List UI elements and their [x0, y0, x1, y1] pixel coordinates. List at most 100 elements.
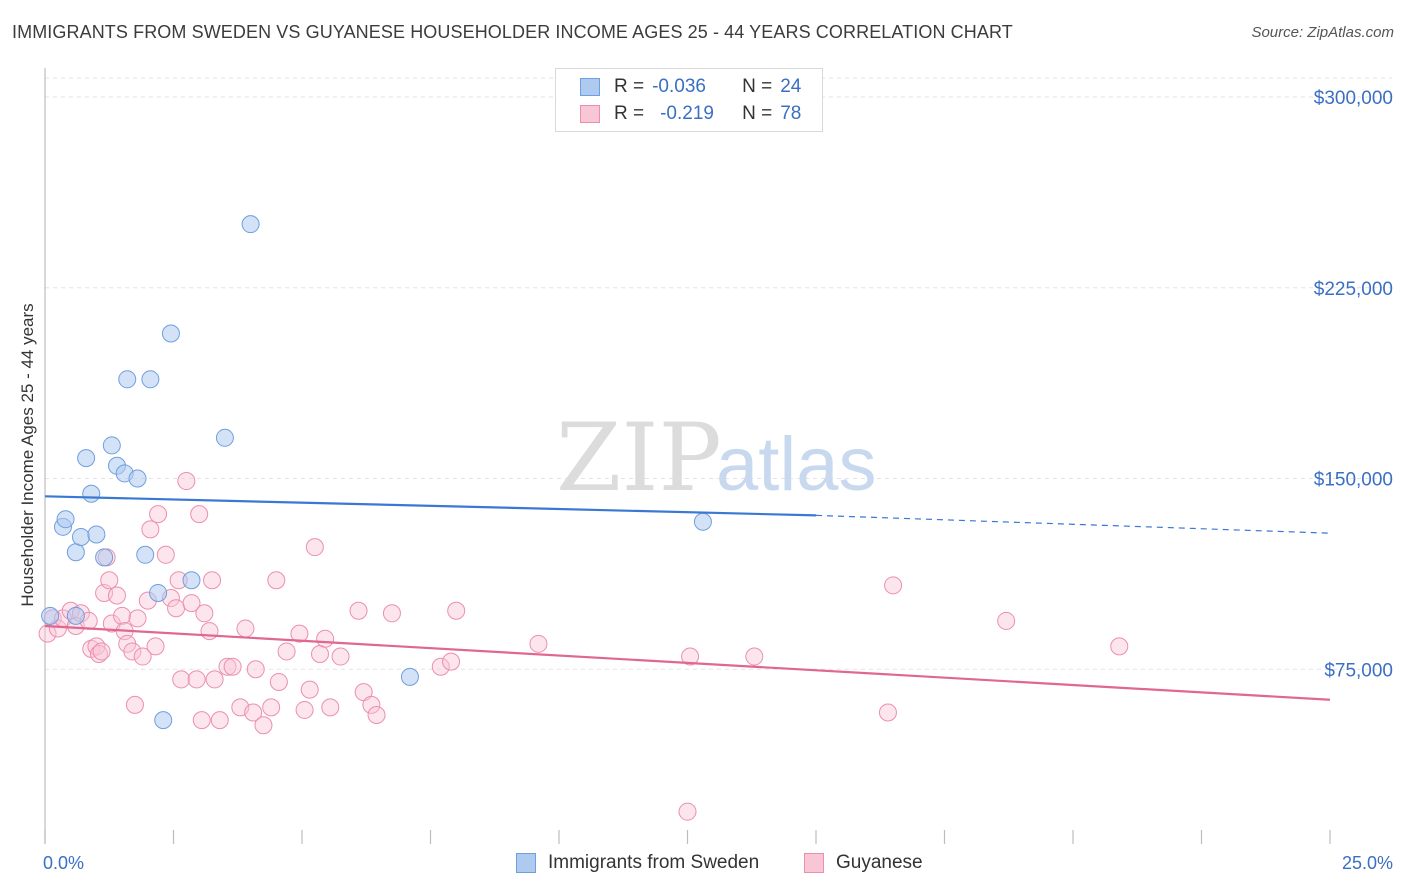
legend-n-value-sweden: 24 [780, 76, 802, 97]
sweden-point [136, 545, 155, 564]
legend-n-value-guyanese: 78 [780, 103, 802, 124]
guyanese-point [244, 703, 263, 722]
sweden-point [149, 583, 168, 602]
sweden-point [118, 370, 137, 389]
guyanese-point [177, 472, 196, 491]
axes [44, 68, 1331, 844]
guyanese-point [113, 606, 132, 625]
y-axis-title: Householder Income Ages 25 - 44 years [18, 303, 37, 607]
guyanese-point [295, 700, 314, 719]
guyanese-trend-line [44, 624, 1331, 701]
sweden-point [87, 525, 106, 544]
guyanese-point [290, 624, 309, 643]
guyanese-point [316, 629, 335, 648]
legend-r-value-sweden: -0.036 [652, 76, 706, 97]
guyanese-point [349, 601, 368, 620]
guyanese-point [141, 520, 160, 539]
sweden-point [102, 436, 121, 455]
guyanese-point [884, 576, 903, 595]
legend-swatch-guyanese [580, 105, 600, 123]
guyanese-point [146, 637, 165, 656]
legend-n-label: N = [742, 76, 773, 97]
guyanese-point [262, 698, 281, 717]
guyanese-point [277, 642, 296, 661]
sweden-point [141, 370, 160, 389]
axis-tick-labels: $75,000 $150,000 $225,000 $300,000 0.0% 25.0% [43, 88, 1393, 873]
trend-lines [44, 495, 1331, 701]
guyanese-point [447, 601, 466, 620]
legend-n-label: N = [742, 103, 773, 124]
guyanese-point [367, 706, 386, 725]
sweden-trend-extension [815, 514, 1331, 534]
sweden-point [66, 543, 85, 562]
source-label: Source: ZipAtlas.com [1251, 24, 1394, 41]
grid-lines [45, 77, 1392, 670]
guyanese-point [205, 670, 224, 689]
guyanese-point [182, 594, 201, 613]
sweden-point [77, 449, 96, 468]
guyanese-point [310, 644, 329, 663]
guyanese-point [92, 642, 111, 661]
guyanese-point [156, 545, 175, 564]
guyanese-point [223, 657, 242, 676]
guyanese-point [246, 660, 265, 679]
guyanese-point [125, 695, 144, 714]
guyanese-point [745, 647, 764, 666]
guyanese-point [149, 505, 168, 524]
guyanese-point [236, 619, 255, 638]
sweden-point [66, 606, 85, 625]
guyanese-point [321, 698, 340, 717]
guyanese-point [190, 505, 209, 524]
x-tick-label: 0.0% [43, 853, 84, 873]
guyanese-point [305, 538, 324, 557]
watermark-atlas: atlas [716, 422, 877, 507]
sweden-point [95, 548, 114, 567]
guyanese-point [382, 604, 401, 623]
sweden-point [82, 484, 101, 503]
legend-swatch-sweden [580, 78, 600, 96]
sweden-point [154, 711, 173, 730]
legend-label-guyanese: Guyanese [836, 852, 923, 873]
guyanese-point [362, 695, 381, 714]
sweden-points [41, 215, 712, 730]
guyanese-point [529, 634, 548, 653]
y-tick-label: $300,000 [1314, 88, 1393, 109]
guyanese-point [997, 611, 1016, 630]
sweden-point [161, 324, 180, 343]
guyanese-point [681, 647, 700, 666]
guyanese-point [100, 571, 119, 590]
sweden-point [400, 667, 419, 686]
guyanese-point [123, 642, 142, 661]
sweden-trend-line [44, 495, 817, 517]
sweden-point [215, 428, 234, 447]
guyanese-point [133, 647, 152, 666]
guyanese-point [254, 716, 273, 735]
sweden-point [693, 512, 712, 531]
guyanese-point [267, 571, 286, 590]
legend-swatch-sweden [516, 853, 536, 873]
guyanese-point [678, 802, 697, 821]
sweden-point [71, 527, 90, 546]
guyanese-point [192, 711, 211, 730]
series-legend: Immigrants from Sweden Guyanese [0, 852, 1406, 876]
guyanese-point [878, 703, 897, 722]
guyanese-point [300, 680, 319, 699]
legend-row-sweden: R = -0.036 N = 24 [580, 75, 801, 99]
legend-r-value-guyanese: -0.219 [660, 103, 714, 124]
legend-label-sweden: Immigrants from Sweden [548, 852, 760, 873]
sweden-point [56, 510, 75, 529]
y-tick-label: $225,000 [1314, 279, 1393, 300]
guyanese-point [269, 672, 288, 691]
sweden-point [41, 606, 60, 625]
guyanese-point [331, 647, 350, 666]
guyanese-point [203, 571, 222, 590]
guyanese-point [1110, 637, 1129, 656]
legend-swatch-guyanese [804, 853, 824, 873]
guyanese-point [218, 657, 237, 676]
legend-item-sweden[interactable]: Immigrants from Sweden [516, 852, 759, 874]
guyanese-point [167, 599, 186, 618]
legend-item-guyanese[interactable]: Guyanese [804, 852, 923, 874]
guyanese-point [210, 711, 229, 730]
watermark-zip: ZIP [556, 404, 722, 513]
